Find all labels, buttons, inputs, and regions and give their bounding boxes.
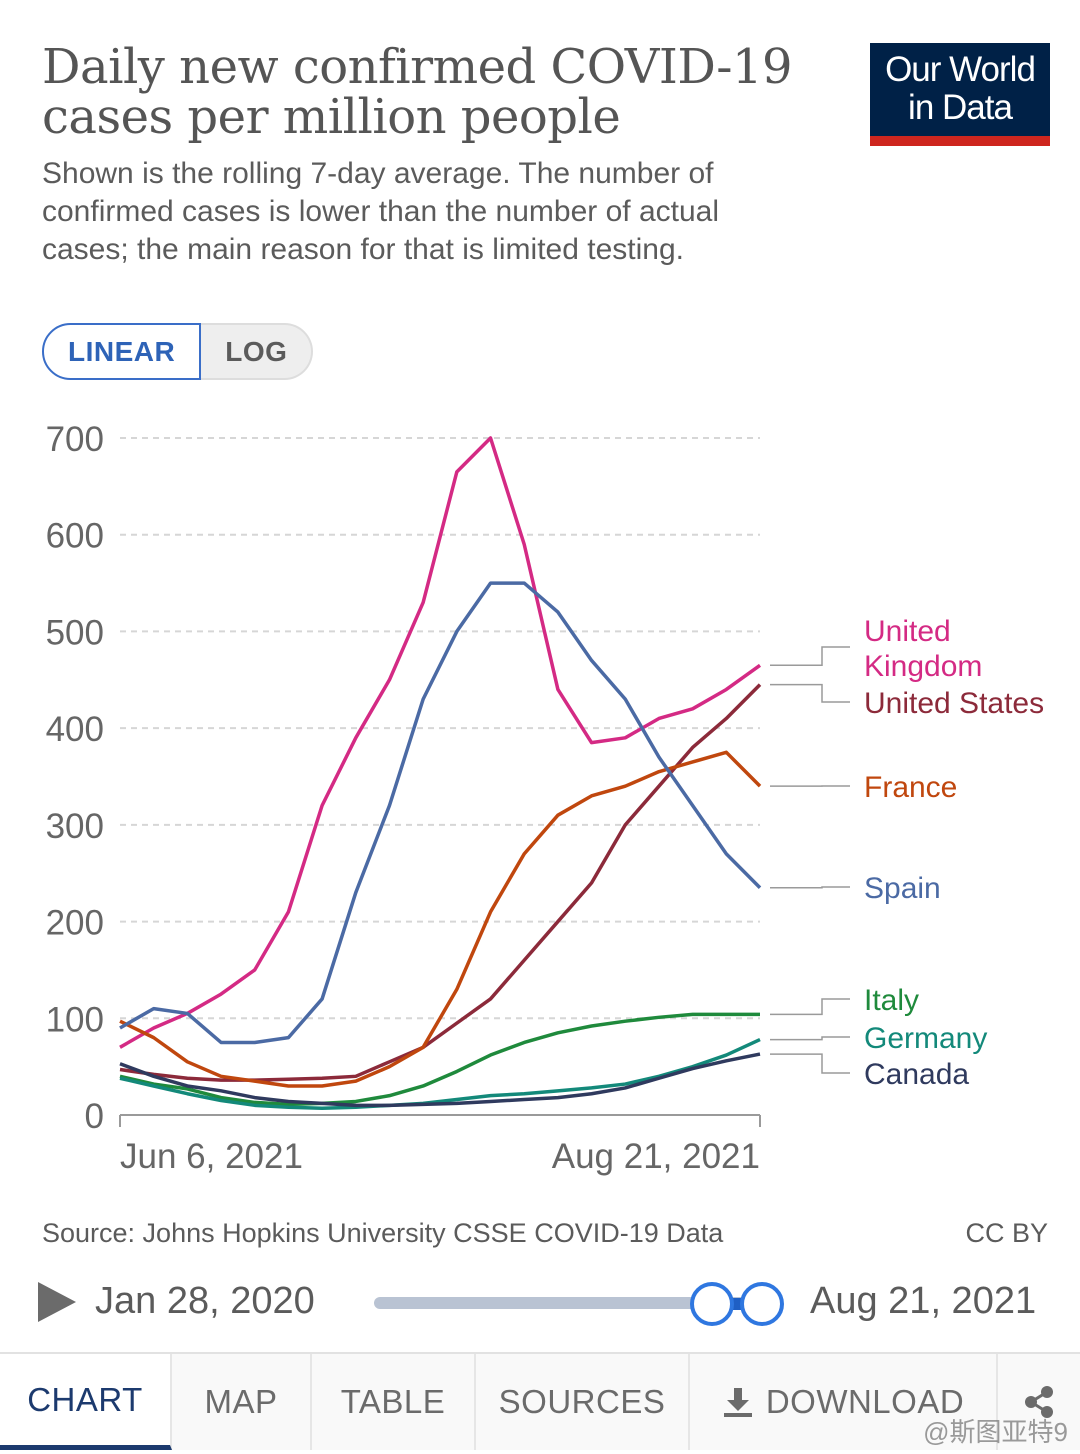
y-tick-label-700: 700 — [46, 420, 104, 459]
series-line-spain — [120, 583, 760, 1042]
series-label-france: France — [864, 771, 957, 804]
y-tick-label-200: 200 — [46, 904, 104, 943]
series-line-united-kingdom — [120, 438, 760, 1047]
chart-title: Daily new confirmed COVID-19 cases per m… — [42, 42, 802, 142]
y-tick-label-100: 100 — [46, 1000, 104, 1039]
license-link[interactable]: CC BY — [965, 1218, 1048, 1249]
label-connector-canada — [770, 1054, 850, 1073]
timeline-end-date: Aug 21, 2021 — [810, 1280, 1036, 1323]
y-tick-label-600: 600 — [46, 517, 104, 556]
linear-scale-button[interactable]: LINEAR — [42, 323, 201, 380]
scale-toggle: LINEAR LOG — [42, 323, 313, 380]
series-label-germany: Germany — [864, 1022, 987, 1055]
timeline-end-handle[interactable] — [740, 1282, 784, 1326]
line-chart: 0 100 200 300 400 500 600 700 Jun 6, 2021 Aug 21… — [0, 400, 1080, 1190]
logo-text: Our World in Data — [870, 51, 1050, 127]
log-scale-button[interactable]: LOG — [201, 323, 313, 380]
tab-sources-label: SOURCES — [499, 1383, 666, 1421]
timeline-start-handle[interactable] — [690, 1282, 734, 1326]
play-icon[interactable] — [38, 1282, 76, 1322]
tab-map-label: MAP — [204, 1383, 277, 1421]
series-label-united-states: United States — [864, 687, 1044, 720]
chart-subtitle: Shown is the rolling 7-day average. The … — [42, 155, 802, 269]
tab-bar: CHART MAP TABLE SOURCES DOWNLOAD — [0, 1352, 1080, 1454]
series-label-italy: Italy — [864, 984, 919, 1017]
label-connector-italy — [770, 999, 850, 1014]
label-connector-united-kingdom — [770, 647, 850, 665]
tab-chart-label: CHART — [27, 1381, 143, 1419]
x-tick-label-start: Jun 6, 2021 — [120, 1137, 303, 1176]
label-connector-germany — [770, 1037, 850, 1040]
label-connector-united-states — [770, 685, 850, 702]
series-label-spain: Spain — [864, 872, 941, 905]
y-tick-label-300: 300 — [46, 807, 104, 846]
owid-logo[interactable]: Our World in Data — [870, 43, 1050, 146]
timeline: Jan 28, 2020 Aug 21, 2021 — [0, 1272, 1080, 1338]
source-text: Source: Johns Hopkins University CSSE CO… — [42, 1218, 723, 1249]
tab-sources[interactable]: SOURCES — [476, 1354, 690, 1450]
y-tick-label-0: 0 — [85, 1097, 104, 1136]
tab-table-label: TABLE — [341, 1383, 446, 1421]
y-tick-label-400: 400 — [46, 710, 104, 749]
logo-red-bar — [870, 136, 1050, 146]
tab-table[interactable]: TABLE — [312, 1354, 476, 1450]
watermark-text: @斯图亚特9 — [923, 1412, 1068, 1449]
tab-map[interactable]: MAP — [172, 1354, 312, 1450]
x-tick-label-end: Aug 21, 2021 — [552, 1137, 760, 1176]
download-icon — [722, 1386, 754, 1418]
series-label-canada: Canada — [864, 1058, 969, 1091]
label-connector-spain — [770, 887, 850, 888]
y-tick-label-500: 500 — [46, 613, 104, 652]
tab-chart[interactable]: CHART — [0, 1354, 172, 1450]
timeline-start-date: Jan 28, 2020 — [95, 1280, 315, 1323]
